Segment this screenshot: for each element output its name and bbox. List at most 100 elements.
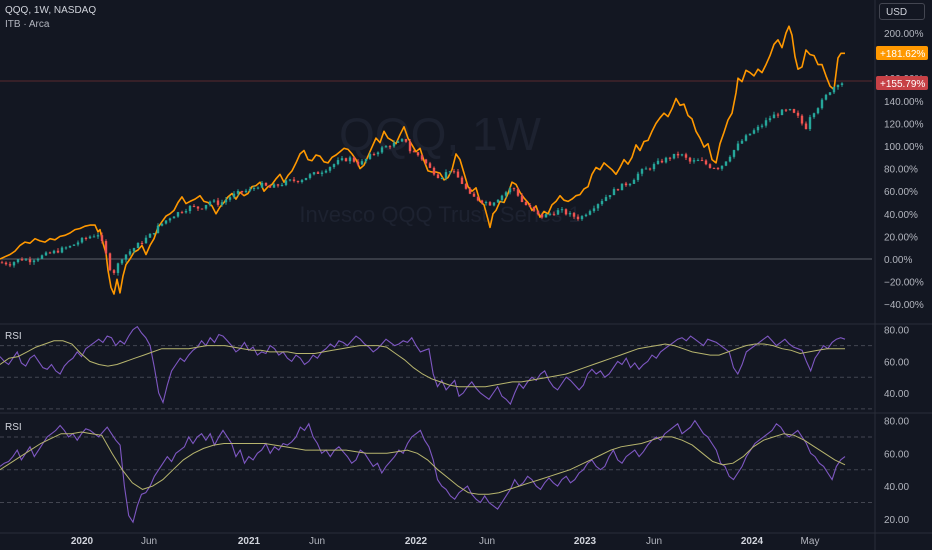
qqq-candle-body[interactable]: [388, 146, 392, 148]
qqq-candle-body[interactable]: [128, 251, 132, 255]
qqq-candle-body[interactable]: [320, 172, 324, 174]
qqq-candle-body[interactable]: [768, 118, 772, 121]
qqq-candle-body[interactable]: [712, 167, 716, 169]
qqq-candle-body[interactable]: [380, 147, 384, 153]
qqq-candle-body[interactable]: [392, 142, 396, 147]
qqq-candle-body[interactable]: [544, 214, 548, 218]
qqq-candle-body[interactable]: [568, 213, 572, 215]
qqq-candle-body[interactable]: [28, 259, 32, 263]
qqq-candle-body[interactable]: [784, 109, 788, 111]
qqq-candle-body[interactable]: [340, 158, 344, 161]
qqq-candle-body[interactable]: [548, 213, 552, 215]
qqq-candle-body[interactable]: [312, 172, 316, 175]
qqq-candle-body[interactable]: [116, 263, 120, 273]
qqq-candle-body[interactable]: [812, 113, 816, 118]
qqq-candle-body[interactable]: [608, 195, 612, 198]
qqq-candle-body[interactable]: [60, 247, 64, 253]
qqq-candle-body[interactable]: [780, 109, 784, 116]
qqq-candle-body[interactable]: [224, 199, 228, 203]
qqq-candle-body[interactable]: [192, 205, 196, 207]
qqq-candle-body[interactable]: [828, 92, 832, 95]
qqq-candle-body[interactable]: [148, 233, 152, 238]
qqq-candle-body[interactable]: [72, 244, 76, 246]
qqq-candle-body[interactable]: [216, 200, 220, 205]
qqq-candle-body[interactable]: [588, 211, 592, 215]
qqq-candle-body[interactable]: [744, 135, 748, 141]
qqq-candle-body[interactable]: [672, 153, 676, 159]
qqq-candle-body[interactable]: [708, 164, 712, 168]
qqq-candle-body[interactable]: [456, 171, 460, 178]
qqq-candle-body[interactable]: [632, 179, 636, 184]
qqq-candle-body[interactable]: [44, 252, 48, 256]
qqq-candle-body[interactable]: [716, 167, 720, 169]
qqq-candle-body[interactable]: [104, 241, 108, 254]
qqq-candle-body[interactable]: [52, 250, 56, 254]
qqq-candle-body[interactable]: [512, 188, 516, 190]
qqq-candle-body[interactable]: [276, 184, 280, 186]
qqq-candle-body[interactable]: [824, 94, 828, 100]
qqq-candle-body[interactable]: [764, 120, 768, 126]
qqq-candle-body[interactable]: [648, 168, 652, 170]
qqq-candle-body[interactable]: [232, 193, 236, 198]
qqq-candle-body[interactable]: [92, 236, 96, 238]
qqq-candle-body[interactable]: [120, 259, 124, 264]
qqq-candle-body[interactable]: [16, 259, 20, 263]
qqq-candle-body[interactable]: [468, 188, 472, 194]
qqq-candle-body[interactable]: [564, 209, 568, 215]
qqq-candle-body[interactable]: [136, 242, 140, 249]
qqq-candle-body[interactable]: [840, 83, 844, 85]
qqq-candle-body[interactable]: [460, 177, 464, 184]
qqq-candle-body[interactable]: [84, 237, 88, 239]
qqq-candle-body[interactable]: [528, 205, 532, 207]
qqq-candle-body[interactable]: [124, 254, 128, 260]
qqq-candle-body[interactable]: [612, 189, 616, 196]
qqq-candle-body[interactable]: [152, 233, 156, 235]
qqq-candle-body[interactable]: [724, 161, 728, 166]
qqq-candle-body[interactable]: [428, 163, 432, 168]
qqq-candle-body[interactable]: [656, 160, 660, 165]
itb-series-line[interactable]: [0, 25, 845, 295]
qqq-candle-body[interactable]: [664, 157, 668, 163]
qqq-candle-body[interactable]: [800, 115, 804, 124]
qqq-candle-body[interactable]: [408, 141, 412, 152]
qqq-candle-body[interactable]: [40, 255, 44, 259]
qqq-candle-body[interactable]: [188, 205, 192, 212]
qqq-candle-body[interactable]: [184, 211, 188, 213]
qqq-candle-body[interactable]: [372, 154, 376, 156]
qqq-candle-body[interactable]: [8, 264, 12, 266]
qqq-candle-body[interactable]: [252, 188, 256, 190]
qqq-candle-body[interactable]: [772, 114, 776, 119]
qqq-candle-body[interactable]: [296, 180, 300, 183]
qqq-candle-body[interactable]: [284, 180, 288, 185]
qqq-candle-body[interactable]: [688, 157, 692, 162]
qqq-candle-body[interactable]: [472, 193, 476, 197]
qqq-candle-body[interactable]: [592, 208, 596, 212]
qqq-candle-body[interactable]: [816, 108, 820, 114]
qqq-candle-body[interactable]: [308, 174, 312, 178]
currency-button[interactable]: USD: [879, 3, 925, 20]
qqq-candle-body[interactable]: [732, 150, 736, 157]
qqq-candle-body[interactable]: [328, 167, 332, 171]
qqq-candle-body[interactable]: [164, 220, 168, 224]
qqq-candle-body[interactable]: [168, 218, 172, 221]
qqq-candle-body[interactable]: [524, 202, 528, 206]
qqq-candle-body[interactable]: [756, 126, 760, 131]
qqq-candle-body[interactable]: [272, 184, 276, 188]
qqq-candle-body[interactable]: [24, 259, 28, 261]
qqq-candle-body[interactable]: [704, 160, 708, 165]
qqq-candle-body[interactable]: [76, 242, 80, 245]
qqq-candle-body[interactable]: [228, 197, 232, 200]
price-pane[interactable]: [0, 25, 872, 295]
qqq-candle-body[interactable]: [4, 262, 8, 265]
qqq-candle-body[interactable]: [196, 206, 200, 209]
qqq-candle-body[interactable]: [376, 152, 380, 155]
qqq-candle-body[interactable]: [348, 157, 352, 162]
qqq-candle-body[interactable]: [580, 216, 584, 220]
qqq-candle-body[interactable]: [644, 168, 648, 170]
qqq-candle-body[interactable]: [796, 112, 800, 116]
qqq-candle-body[interactable]: [368, 154, 372, 159]
qqq-candle-body[interactable]: [452, 171, 456, 173]
qqq-candle-body[interactable]: [560, 209, 564, 211]
rsi1-rsi-line[interactable]: [0, 325, 846, 406]
